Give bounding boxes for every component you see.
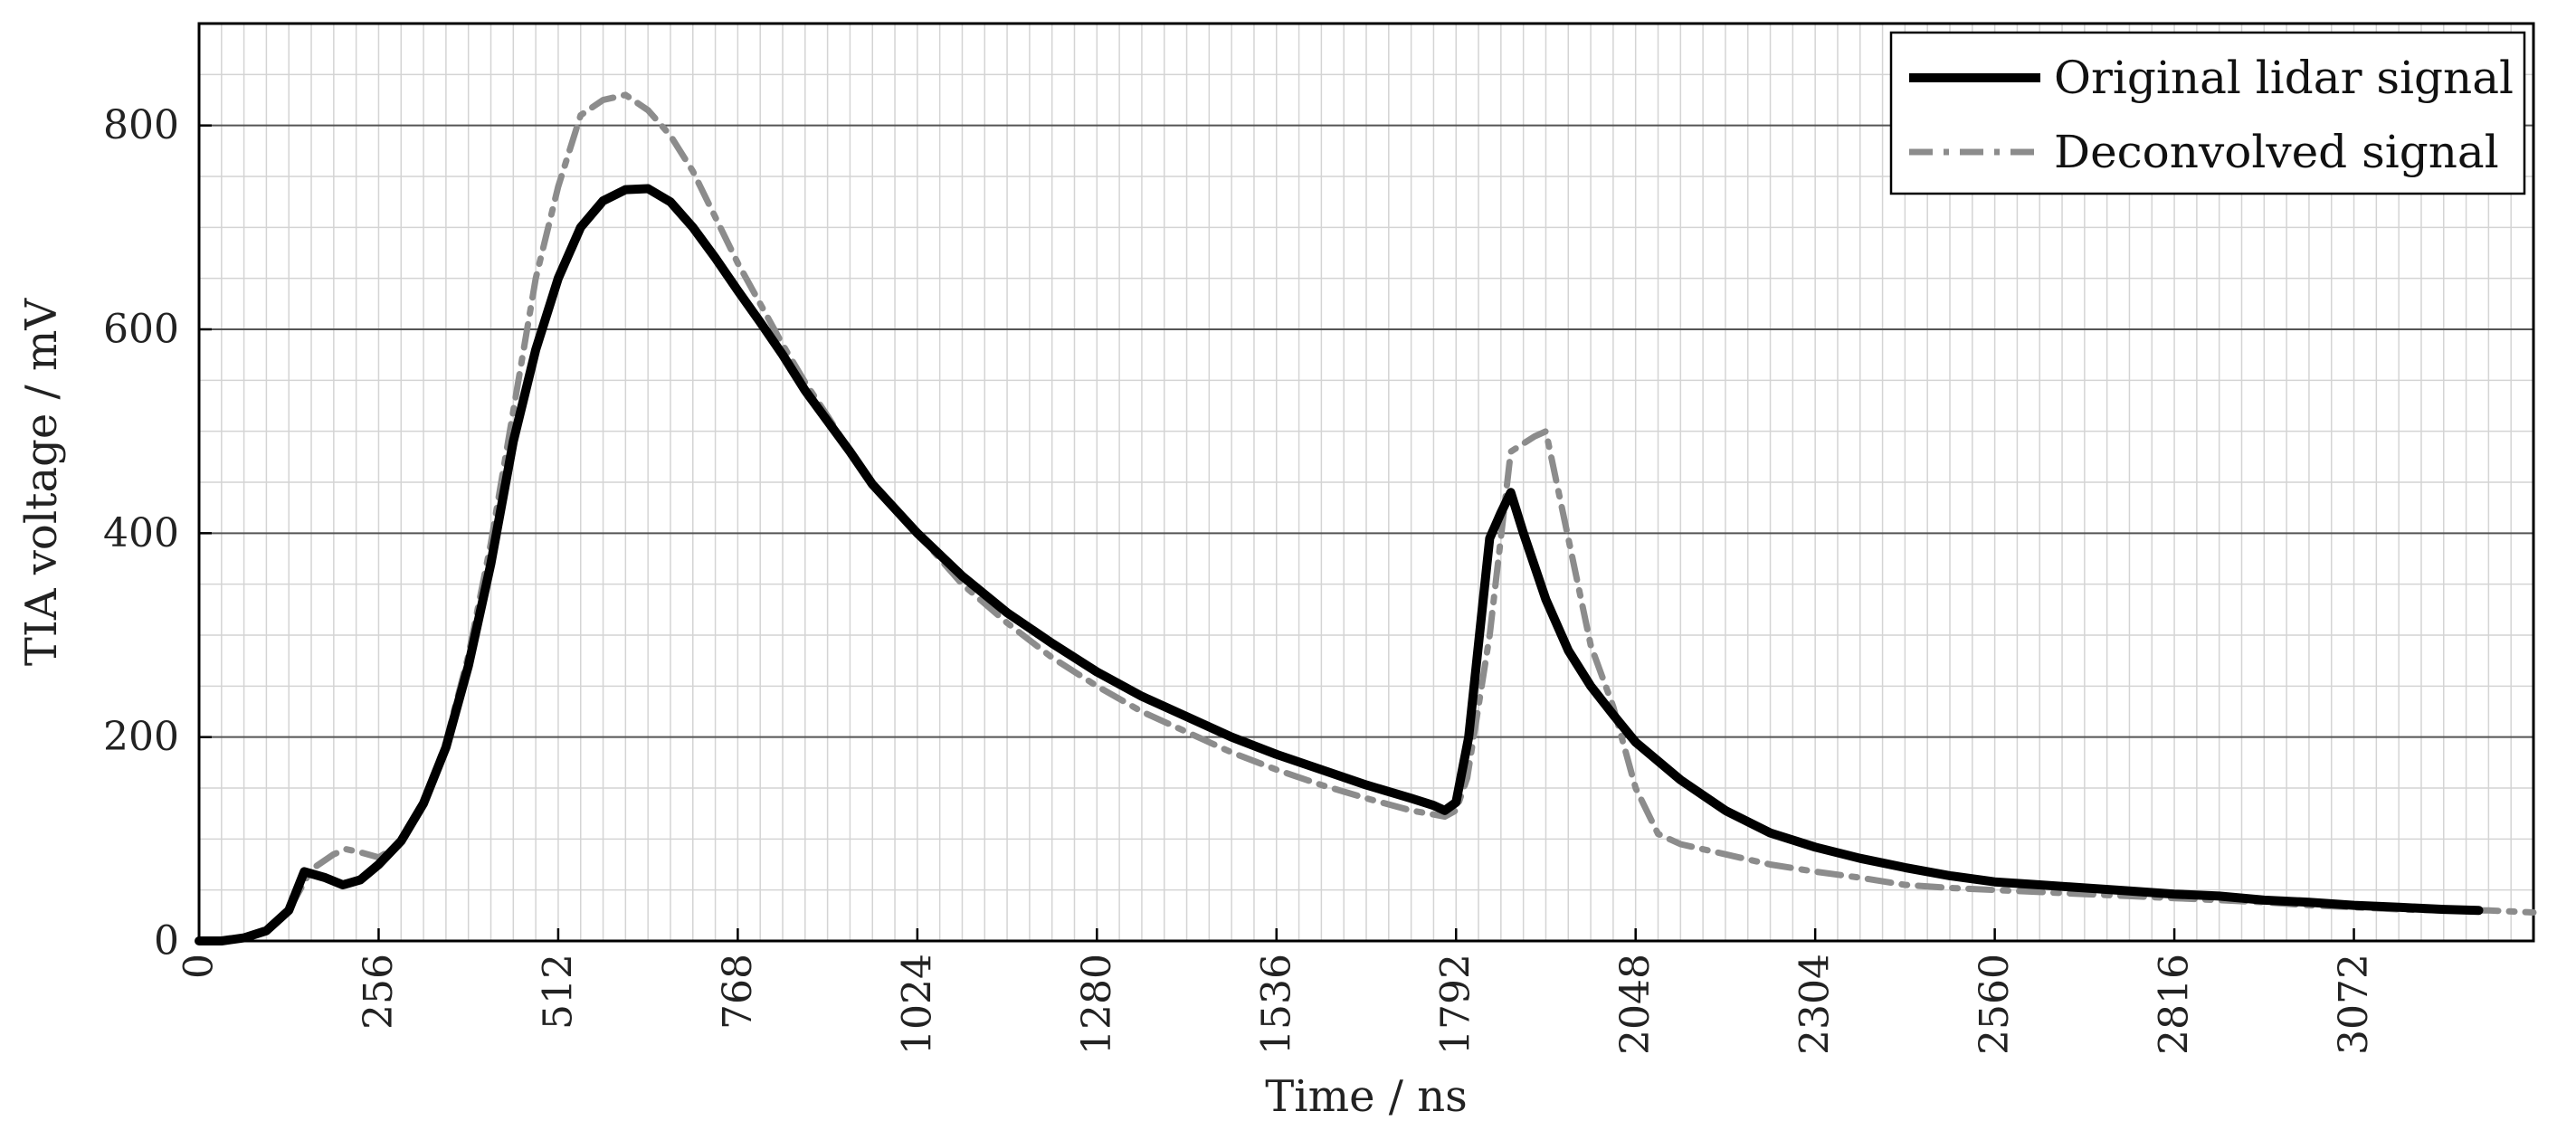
x-tick-label: 1024 <box>894 954 940 1055</box>
series-line-deconvolved-signal <box>195 91 2537 945</box>
y-tick-label: 600 <box>103 307 179 353</box>
x-tick-label: 3072 <box>2331 954 2377 1055</box>
x-tick-label: 2048 <box>1612 954 1659 1055</box>
x-tick-label: 2816 <box>2152 954 2198 1055</box>
x-tick-label: 2304 <box>1792 954 1839 1055</box>
y-tick-label: 0 <box>154 918 179 964</box>
y-axis-title: TIA voltage / mV <box>16 298 67 667</box>
series-line-original-lidar-signal <box>195 184 2484 945</box>
x-tick-label: 2560 <box>1972 954 2018 1055</box>
legend-label: Original lidar signal <box>2054 52 2514 104</box>
x-tick-label: 512 <box>535 954 581 1030</box>
y-tick-label: 800 <box>103 102 179 148</box>
y-tick-label: 200 <box>103 714 179 760</box>
x-tick-label: 768 <box>715 954 761 1030</box>
x-tick-label: 1536 <box>1253 954 1299 1055</box>
x-tick-label: 1792 <box>1433 954 1479 1055</box>
legend-label: Deconvolved signal <box>2054 126 2499 178</box>
y-tick-label: 400 <box>103 510 179 556</box>
x-tick-label: 256 <box>356 954 402 1030</box>
x-axis-title: Time / ns <box>1265 1071 1468 1122</box>
legend-box <box>1889 31 2526 195</box>
plot-frame <box>197 22 2535 943</box>
legend: Original lidar signal Deconvolved signal <box>1889 31 2526 195</box>
axes: 0 256 512 768 1024 1280 1536 1792 2048 2304 2560 28… <box>103 22 2535 1055</box>
x-tick-label: 0 <box>176 954 223 979</box>
series-lines <box>195 91 2537 945</box>
x-tick-label: 1280 <box>1074 954 1120 1055</box>
